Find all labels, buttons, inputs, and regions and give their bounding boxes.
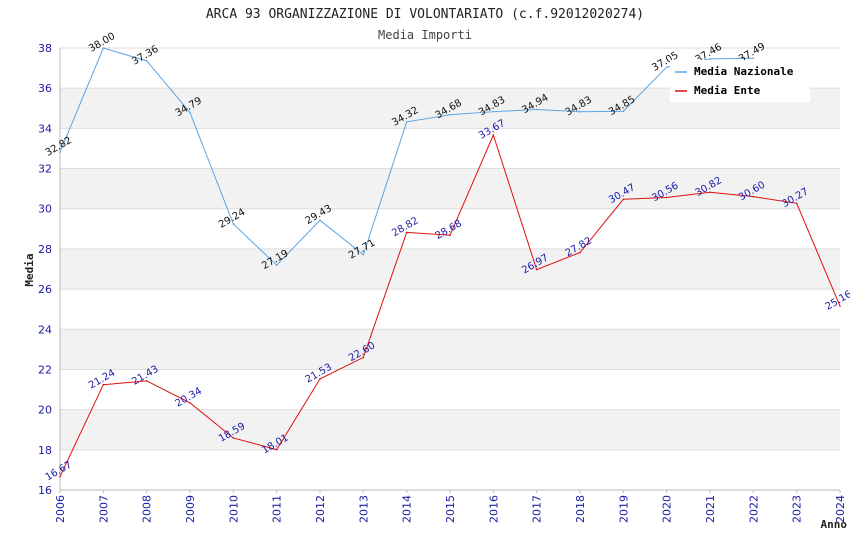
y-tick-label: 20 xyxy=(38,404,52,417)
x-tick-label: 2018 xyxy=(574,495,587,523)
data-point xyxy=(579,110,581,113)
y-tick-labels: 16 18 20 22 24 26 28 30 32 34 36 38 xyxy=(38,42,52,497)
x-tick-label: 2006 xyxy=(54,495,67,523)
data-point xyxy=(232,223,235,225)
grid-band xyxy=(60,289,840,330)
x-tick-label: 2020 xyxy=(661,495,674,523)
legend-label-naz: Media Nazionale xyxy=(694,65,794,78)
x-tick-label: 2023 xyxy=(791,495,804,523)
y-tick-label: 28 xyxy=(38,243,52,256)
x-tick-label: 2024 xyxy=(834,495,847,523)
data-point xyxy=(795,202,798,205)
chart-subtitle: Media Importi xyxy=(378,28,472,42)
data-point xyxy=(449,234,451,237)
y-tick-label: 16 xyxy=(38,484,52,497)
grid-band xyxy=(60,248,840,290)
data-point xyxy=(752,57,755,60)
x-axis-label: Anno xyxy=(821,518,848,531)
grid-band xyxy=(60,128,840,169)
y-tick-label: 32 xyxy=(38,163,52,176)
x-tick-label: 2019 xyxy=(617,495,630,523)
grid-bands xyxy=(60,48,840,490)
x-tick-label: 2011 xyxy=(271,495,284,523)
y-tick-label: 38 xyxy=(38,42,52,55)
chart-title: ARCA 93 ORGANIZZAZIONE DI VOLONTARIATO (… xyxy=(206,7,644,22)
data-point xyxy=(752,195,755,198)
data-point xyxy=(145,380,148,382)
x-tick-label: 2010 xyxy=(227,495,240,523)
data-point xyxy=(839,305,841,307)
data-point xyxy=(579,251,581,254)
data-point xyxy=(102,47,105,49)
data-point xyxy=(102,383,105,386)
grid-band xyxy=(60,208,840,249)
data-point xyxy=(362,253,365,256)
data-point xyxy=(275,448,278,451)
y-tick-label: 26 xyxy=(38,283,52,296)
data-point xyxy=(535,108,538,111)
data-point xyxy=(665,66,668,68)
data-point xyxy=(449,113,451,116)
legend-label-ente: Media Ente xyxy=(694,84,761,97)
x-tick-label: 2016 xyxy=(487,495,500,523)
data-point xyxy=(59,475,61,478)
data-point xyxy=(492,110,495,113)
y-tick-label: 24 xyxy=(38,323,52,336)
legend: Media Nazionale Media Ente xyxy=(670,60,810,102)
y-axis-label: Media xyxy=(23,253,36,286)
data-point xyxy=(622,110,625,113)
data-point xyxy=(405,231,408,234)
x-tick-label: 2008 xyxy=(141,495,154,523)
y-tick-label: 34 xyxy=(38,122,52,135)
data-point xyxy=(535,268,538,271)
grid-band xyxy=(60,168,840,209)
y-tick-label: 18 xyxy=(38,444,52,457)
data-point xyxy=(665,196,668,199)
grid-band xyxy=(60,329,840,370)
data-point xyxy=(145,60,148,62)
data-point xyxy=(709,191,711,194)
x-tick-label: 2017 xyxy=(531,495,544,523)
x-tick-label: 2022 xyxy=(747,495,760,523)
data-point xyxy=(319,219,321,221)
x-tick-labels: 2006 2007 2008 2009 2010 2011 2012 2013 2014 2015… xyxy=(54,490,847,523)
x-tick-label: 2021 xyxy=(704,495,717,523)
series-group xyxy=(59,47,841,478)
data-point xyxy=(709,58,711,60)
y-tick-label: 30 xyxy=(38,203,52,216)
x-tick-label: 2007 xyxy=(97,495,110,523)
grid-band xyxy=(60,449,840,490)
data-point xyxy=(492,134,495,136)
data-point xyxy=(232,437,235,439)
data-point xyxy=(319,378,321,380)
y-tick-label: 36 xyxy=(38,82,52,95)
x-tick-label: 2009 xyxy=(184,495,197,523)
data-point xyxy=(189,111,191,114)
x-tick-label: 2015 xyxy=(444,495,457,523)
y-tick-label: 22 xyxy=(38,363,52,376)
legend-box xyxy=(670,60,810,102)
x-tick-label: 2012 xyxy=(314,495,327,523)
data-point xyxy=(189,402,191,404)
x-tick-label: 2014 xyxy=(401,495,414,523)
data-point xyxy=(362,356,365,359)
data-point xyxy=(622,198,625,201)
data-point xyxy=(59,151,61,153)
x-tick-label: 2013 xyxy=(357,495,370,523)
data-point xyxy=(275,264,278,266)
data-point xyxy=(405,121,408,123)
grid-band xyxy=(60,409,840,450)
